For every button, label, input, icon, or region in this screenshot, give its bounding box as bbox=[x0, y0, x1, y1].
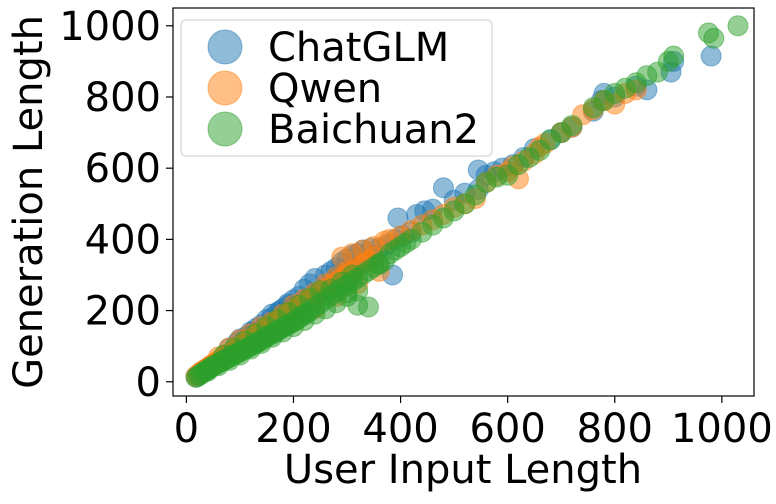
x-tick-label-800: 800 bbox=[577, 406, 653, 452]
x-tick-label-400: 400 bbox=[362, 406, 438, 452]
point-baichuan2-110 bbox=[561, 114, 583, 136]
legend-marker-baichuan2 bbox=[207, 111, 243, 147]
legend-marker-qwen bbox=[207, 70, 243, 106]
points-layer bbox=[185, 15, 749, 388]
legend-label-qwen: Qwen bbox=[268, 66, 382, 112]
legend-marker-chatglm bbox=[207, 29, 243, 65]
legend-box bbox=[180, 19, 493, 157]
point-baichuan2-122 bbox=[727, 15, 749, 37]
x-tick-label-200: 200 bbox=[255, 406, 331, 452]
plot-frame bbox=[172, 7, 755, 397]
x-tick-label-1000: 1000 bbox=[671, 406, 773, 452]
y-tick-label-0: 0 bbox=[136, 360, 161, 406]
point-baichuan2-121 bbox=[697, 22, 719, 44]
y-axis-label: Generation Length bbox=[6, 15, 52, 389]
legend-label-chatglm: ChatGLM bbox=[268, 25, 449, 71]
x-axis-label: User Input Length bbox=[284, 447, 642, 493]
y-tick-label-1000: 1000 bbox=[59, 4, 161, 50]
legend-label-baichuan2: Baichuan2 bbox=[268, 107, 479, 153]
x-axis-ticks: 0 200 400 600 800 1000 bbox=[174, 396, 773, 452]
x-tick-label-0: 0 bbox=[174, 406, 199, 452]
point-baichuan2-88 bbox=[357, 296, 379, 318]
point-chatglm-119 bbox=[700, 45, 722, 67]
series-baichuan2 bbox=[185, 15, 749, 388]
point-baichuan2-119 bbox=[663, 45, 685, 67]
y-axis-ticks: 0 200 400 600 800 1000 bbox=[59, 4, 173, 406]
y-tick-label-200: 200 bbox=[85, 289, 161, 335]
x-tick-label-600: 600 bbox=[469, 406, 545, 452]
y-tick-label-600: 600 bbox=[85, 146, 161, 192]
y-tick-label-400: 400 bbox=[85, 217, 161, 263]
point-baichuan2-86 bbox=[341, 264, 363, 286]
y-tick-label-800: 800 bbox=[85, 75, 161, 121]
